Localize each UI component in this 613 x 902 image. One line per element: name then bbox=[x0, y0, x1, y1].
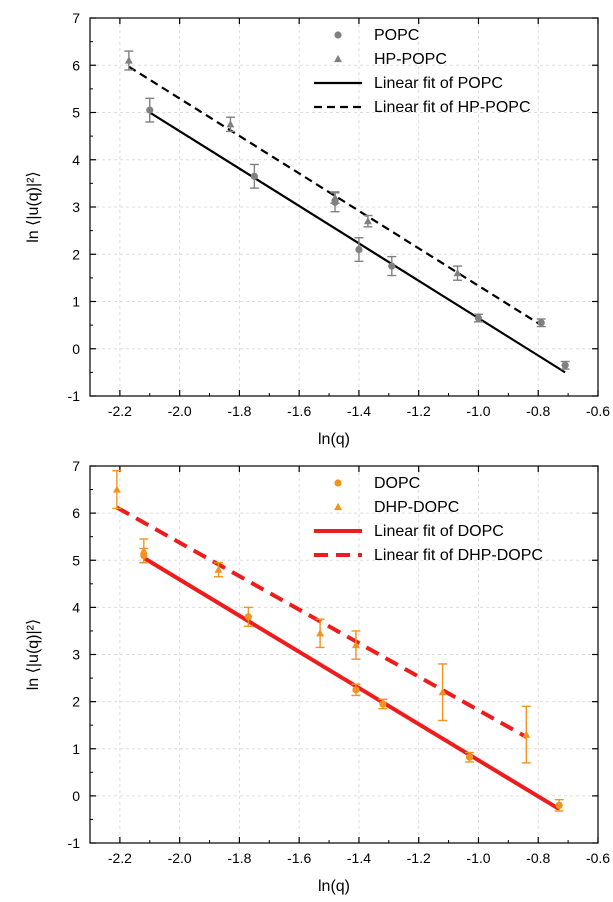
data-point bbox=[214, 565, 223, 573]
data-point bbox=[244, 613, 252, 621]
data-point bbox=[561, 361, 569, 369]
y-tick-label: 2 bbox=[72, 246, 80, 262]
data-point bbox=[355, 245, 363, 254]
data-point bbox=[388, 262, 396, 270]
data-point bbox=[363, 217, 372, 225]
legend: DOPC DHP-DOPC Linear fit of DOPC Linear fit… bbox=[314, 475, 543, 564]
x-tick-label: -0.8 bbox=[526, 850, 550, 866]
data-point bbox=[537, 319, 545, 327]
y-tick-label: 3 bbox=[72, 647, 80, 663]
y-tick-label: 4 bbox=[72, 599, 80, 615]
data-point bbox=[438, 688, 447, 696]
grid bbox=[90, 17, 599, 397]
x-tick-label: -2.0 bbox=[168, 850, 192, 866]
y-tick-label: -1 bbox=[68, 835, 81, 851]
x-tick-label: -1.8 bbox=[227, 403, 251, 419]
y-tick-label: 0 bbox=[72, 341, 80, 357]
data-point bbox=[139, 546, 148, 554]
data-point bbox=[555, 801, 563, 809]
fit-line-3 bbox=[128, 65, 542, 327]
legend: POPC HP-POPC Linear fit of POPC Linear fit … bbox=[314, 27, 531, 116]
series-1 bbox=[112, 470, 531, 764]
chart-panel-1: -2.2 -2.0 -1.8 -1.6 -1.4 -1.2 -1.0 -0.8 -0.6 -1 0 1… bbox=[25, 10, 610, 448]
legend-label: DOPC bbox=[374, 475, 420, 492]
y-axis-label: ln ⟨|u(q)|²⟩ bbox=[25, 619, 42, 690]
legend-label: Linear fit of DOPC bbox=[374, 523, 504, 540]
y-tick-label: 5 bbox=[72, 105, 80, 121]
x-tick-label: -1.0 bbox=[466, 850, 490, 866]
fit-line-2 bbox=[149, 111, 566, 374]
legend-label: HP-POPC bbox=[374, 51, 447, 68]
data-point bbox=[146, 106, 154, 114]
y-tick-label: 5 bbox=[72, 552, 80, 568]
x-tick-label: -1.8 bbox=[227, 850, 251, 866]
data-point bbox=[331, 193, 339, 201]
legend-label: Linear fit of DHP-DOPC bbox=[374, 547, 543, 564]
y-tick-label: 1 bbox=[72, 294, 80, 310]
data-point bbox=[334, 31, 342, 39]
x-tick-label: -2.2 bbox=[108, 403, 132, 419]
x-tick-label: -1.6 bbox=[287, 403, 311, 419]
legend-label: POPC bbox=[374, 27, 419, 44]
y-tick-label: 2 bbox=[72, 694, 80, 710]
legend-label: DHP-DOPC bbox=[374, 499, 459, 516]
data-point bbox=[250, 172, 258, 180]
x-tick-label: -0.6 bbox=[586, 403, 610, 419]
x-tick-label: -0.6 bbox=[586, 850, 610, 866]
x-tick-label: -1.4 bbox=[347, 850, 371, 866]
data-point bbox=[316, 629, 325, 637]
data-point bbox=[124, 56, 133, 64]
chart-panel-2: -2.2 -2.0 -1.8 -1.6 -1.4 -1.2 -1.0 -0.8 -0.6 -1 0 1… bbox=[25, 458, 610, 895]
data-point bbox=[334, 54, 342, 63]
legend-label: Linear fit of POPC bbox=[374, 75, 503, 92]
y-tick-label: 3 bbox=[72, 199, 80, 215]
x-tick-label: -2.2 bbox=[108, 850, 132, 866]
data-point bbox=[379, 700, 387, 708]
data-point bbox=[334, 479, 342, 487]
y-tick-label: 6 bbox=[72, 505, 80, 521]
legend-label: Linear fit of HP-POPC bbox=[374, 99, 531, 116]
series-0 bbox=[145, 97, 570, 370]
data-point bbox=[522, 730, 531, 738]
x-axis-label: ln(q) bbox=[318, 878, 350, 895]
x-tick-label: -2.0 bbox=[168, 403, 192, 419]
fit-line-3 bbox=[115, 505, 528, 739]
x-axis-label: ln(q) bbox=[318, 431, 350, 448]
x-tick-label: -1.4 bbox=[347, 403, 371, 419]
y-tick-label: 1 bbox=[72, 741, 80, 757]
series-1 bbox=[124, 50, 463, 281]
data-point bbox=[226, 120, 235, 128]
x-tick-label: -1.0 bbox=[466, 403, 490, 419]
data-point bbox=[453, 269, 462, 277]
x-tick-label: -1.2 bbox=[407, 850, 431, 866]
x-tick-label: -1.6 bbox=[287, 850, 311, 866]
y-axis-label: ln ⟨|u(q)|²⟩ bbox=[25, 171, 42, 242]
x-tick-label: -1.2 bbox=[407, 403, 431, 419]
data-point bbox=[112, 485, 121, 493]
fit-line-2 bbox=[142, 556, 561, 811]
data-point bbox=[465, 753, 474, 761]
y-tick-label: 7 bbox=[72, 10, 80, 26]
y-tick-label: 6 bbox=[72, 57, 80, 73]
data-point bbox=[352, 686, 360, 694]
y-tick-label: 4 bbox=[72, 152, 80, 168]
y-tick-label: -1 bbox=[68, 388, 81, 404]
y-tick-label: 0 bbox=[72, 788, 80, 804]
data-point bbox=[351, 640, 360, 649]
y-tick-label: 7 bbox=[72, 458, 80, 474]
data-point bbox=[474, 314, 483, 322]
x-tick-label: -0.8 bbox=[526, 403, 550, 419]
data-point bbox=[334, 502, 342, 511]
